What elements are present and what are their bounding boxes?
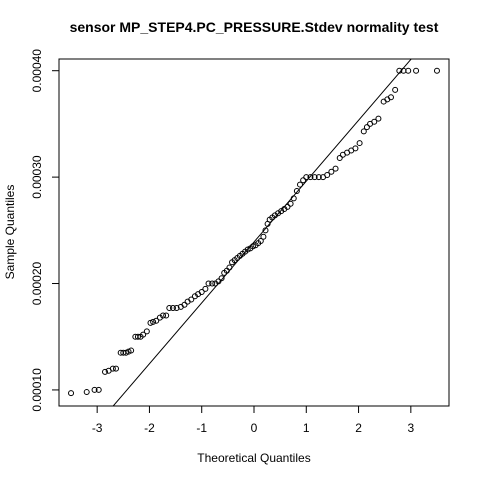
point <box>68 390 75 397</box>
point <box>173 304 180 311</box>
reference-line <box>112 59 412 406</box>
point <box>303 174 310 181</box>
point <box>262 227 269 234</box>
point <box>290 195 297 202</box>
point <box>205 280 212 287</box>
point <box>375 115 382 122</box>
point <box>336 154 343 161</box>
point <box>150 318 157 325</box>
point <box>166 304 173 311</box>
point <box>324 171 331 178</box>
point <box>215 278 222 285</box>
point <box>134 333 141 340</box>
point <box>202 285 209 292</box>
point <box>128 347 135 354</box>
y-tick-label: 0.00020 <box>30 262 44 306</box>
point <box>311 174 318 181</box>
point <box>392 86 399 93</box>
point <box>405 67 412 74</box>
x-axis-label: Theoretical Quantiles <box>197 451 310 465</box>
point <box>371 118 378 125</box>
point <box>287 200 294 207</box>
point <box>83 389 90 396</box>
point <box>387 94 394 101</box>
point <box>218 275 225 282</box>
point <box>300 177 307 184</box>
point <box>433 67 440 74</box>
point <box>363 124 370 131</box>
x-tick-label: -3 <box>92 421 103 435</box>
point <box>112 365 119 372</box>
x-tick-label: -1 <box>196 421 207 435</box>
point <box>91 386 98 393</box>
point <box>226 264 233 271</box>
point <box>413 67 420 74</box>
point <box>163 312 170 319</box>
chart-title: sensor MP_STEP4.PC_PRESSURE.Stdev normal… <box>70 19 439 35</box>
point <box>102 368 109 375</box>
point <box>307 174 314 181</box>
x-tick-label: -2 <box>144 421 155 435</box>
point <box>198 289 205 296</box>
point <box>95 386 102 393</box>
y-tick-label: 0.00010 <box>30 368 44 412</box>
point <box>396 67 403 74</box>
point <box>284 203 291 210</box>
point <box>209 280 216 287</box>
point <box>356 140 363 147</box>
point <box>169 304 176 311</box>
point <box>153 317 160 324</box>
point <box>140 331 147 338</box>
x-tick-label: 3 <box>407 421 414 435</box>
point <box>143 328 150 335</box>
point <box>293 187 300 194</box>
point <box>181 301 188 308</box>
point <box>260 233 267 240</box>
point <box>109 365 116 372</box>
x-tick-label: 1 <box>303 421 310 435</box>
y-tick-label: 0.00030 <box>30 155 44 199</box>
point <box>352 145 359 152</box>
point <box>160 312 167 319</box>
point <box>257 237 264 244</box>
y-axis-label: Sample Quantiles <box>3 185 17 280</box>
point <box>360 128 367 135</box>
point <box>328 168 335 175</box>
x-tick-label: 2 <box>355 421 362 435</box>
point <box>332 165 339 172</box>
point <box>297 181 304 188</box>
x-tick-label: 0 <box>251 421 258 435</box>
y-tick-label: 0.00040 <box>30 49 44 93</box>
point <box>188 296 195 303</box>
point <box>315 174 322 181</box>
